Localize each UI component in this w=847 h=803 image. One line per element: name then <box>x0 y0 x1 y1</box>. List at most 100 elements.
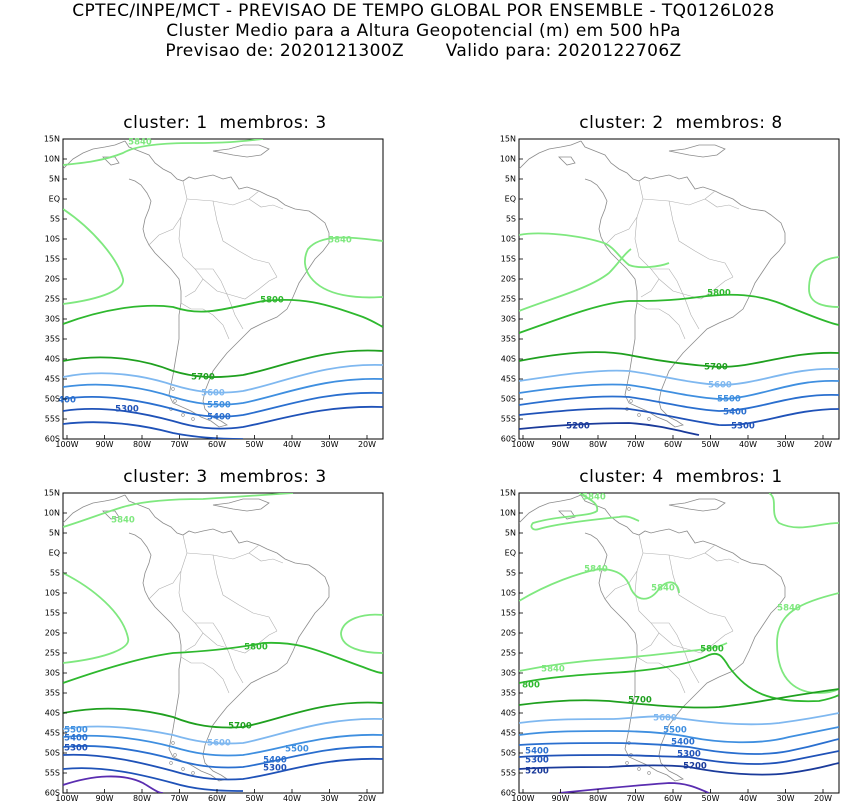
lon-tick-label: 40W <box>739 794 757 803</box>
country-border <box>658 630 734 654</box>
country-border <box>668 200 734 278</box>
lat-tick-label: 25S <box>45 295 60 304</box>
island <box>171 741 175 745</box>
contour-label: 5500 <box>285 745 309 755</box>
lon-tick-label: 60W <box>664 794 682 803</box>
lat-tick-label: 50S <box>501 395 516 404</box>
figure-title: CPTEC/INPE/MCT - PREVISAO DE TEMPO GLOBA… <box>72 1 775 21</box>
contour-line-5100 <box>63 775 164 793</box>
contour-label: 5700 <box>628 696 652 706</box>
contour-line-5840 <box>63 493 294 528</box>
lat-tick-label: 55S <box>501 769 516 778</box>
lat-tick-label: EQ <box>49 549 60 558</box>
contour-label: 5840 <box>328 236 352 246</box>
map-panel-2: 5800 5700 5600 5500 5400 5300 5200 15N 10N 5N EQ 5S… <box>500 135 840 449</box>
country-border <box>202 630 278 654</box>
coastline <box>668 498 726 512</box>
contour-line-5300 <box>63 421 244 439</box>
contour-line-5800 <box>519 293 839 334</box>
contour-label: 5840 <box>541 665 565 675</box>
contour-line-5800 <box>63 641 383 684</box>
contour-label: 5800 <box>244 643 268 653</box>
contour-line-5840 <box>340 613 383 654</box>
contour-line-5400 <box>519 393 839 412</box>
lat-tick-label: 60S <box>501 789 516 798</box>
lon-tick-label: 50W <box>701 794 719 803</box>
lon-tick-label: 30W <box>320 794 338 803</box>
lat-tick-label: EQ <box>505 549 516 558</box>
contour-line-5840 <box>530 493 640 531</box>
contour-label: 5700 <box>704 363 728 373</box>
lat-tick-label: 40S <box>501 709 516 718</box>
contour-line-5700 <box>63 349 383 378</box>
lon-tick-label: 70W <box>170 440 188 449</box>
contour-label: 5400 <box>64 734 88 744</box>
lat-tick-label: 45S <box>501 375 516 384</box>
contour-label: 5840 <box>651 584 675 594</box>
lat-tick-label: 35S <box>501 335 516 344</box>
map-panel-3-svg: 5840580057005600550055005400540053005300… <box>44 489 384 803</box>
lon-tick-label: 20W <box>358 794 376 803</box>
lat-tick-label: 30S <box>45 315 60 324</box>
contour-line-5840 <box>519 248 632 312</box>
country-border <box>642 190 716 206</box>
country-border <box>180 656 230 694</box>
lon-tick-label: 40W <box>283 794 301 803</box>
lat-tick-label: 15N <box>500 135 516 144</box>
panel-1-title: cluster: 1 membros: 3 <box>123 113 327 133</box>
lat-tick-label: 30S <box>45 669 60 678</box>
lon-tick-label: 20W <box>814 794 832 803</box>
contour-line-5700 <box>519 688 839 709</box>
coastline <box>580 494 786 782</box>
lat-tick-label: 15N <box>500 489 516 498</box>
contour-line-5500 <box>519 726 839 744</box>
lat-tick-label: 25S <box>501 649 516 658</box>
lon-tick-label: 50W <box>701 440 719 449</box>
country-border <box>148 180 188 246</box>
contour-line-5500 <box>519 380 839 400</box>
map-panel-3: 5840 5800 5700 5600 5500 5500 5400 5400 5300 5300… <box>44 489 384 803</box>
island <box>181 767 185 771</box>
lat-tick-label: EQ <box>505 195 516 204</box>
coastline <box>212 144 270 158</box>
contour-label: 5400 <box>525 747 549 757</box>
figure-subtitle: Cluster Medio para a Altura Geopotencial… <box>166 21 681 41</box>
coastline <box>212 498 270 512</box>
contour-label: 5200 <box>683 762 707 772</box>
contour-line-5840 <box>768 493 839 529</box>
lat-tick-label: 5S <box>506 569 516 578</box>
coastline <box>519 494 582 524</box>
contour-line-5600 <box>63 364 383 394</box>
lon-tick-label: 40W <box>739 440 757 449</box>
contour-label: 5800 <box>260 296 284 306</box>
contour-line-5600 <box>519 712 839 726</box>
contour-line-5840 <box>304 236 383 299</box>
contour-label: 5600 <box>653 714 677 724</box>
country-border <box>195 622 244 684</box>
lat-tick-label: 50S <box>501 749 516 758</box>
lat-tick-label: 15S <box>45 609 60 618</box>
lat-tick-label: 55S <box>501 415 516 424</box>
contour-line-5600 <box>519 367 839 386</box>
lat-tick-label: 25S <box>501 295 516 304</box>
lon-tick-label: 40W <box>283 440 301 449</box>
lon-tick-label: 70W <box>626 794 644 803</box>
lat-tick-label: 10N <box>44 509 60 518</box>
contour-label: 5300 <box>64 744 88 754</box>
contour-label: 5840 <box>777 604 801 614</box>
country-border <box>212 200 278 278</box>
lat-tick-label: 45S <box>45 729 60 738</box>
contour-line-5300 <box>63 767 244 792</box>
contour-line-5840 <box>63 572 129 664</box>
lat-tick-label: 15S <box>45 255 60 264</box>
contour-label: 5500 <box>663 726 687 736</box>
contour-label: 5840 <box>582 493 606 503</box>
lat-tick-label: 15N <box>44 489 60 498</box>
country-border <box>658 276 734 300</box>
panel-3-title: cluster: 3 membros: 3 <box>123 467 327 487</box>
lon-tick-label: 90W <box>95 440 113 449</box>
lat-tick-label: 55S <box>45 415 60 424</box>
map-panel-1: 5840 5840 5800 5700 5600 5500 5400 400 5300 15N 10… <box>44 135 384 449</box>
contour-line-5840 <box>63 139 264 166</box>
contour-label: 5300 <box>263 764 287 774</box>
